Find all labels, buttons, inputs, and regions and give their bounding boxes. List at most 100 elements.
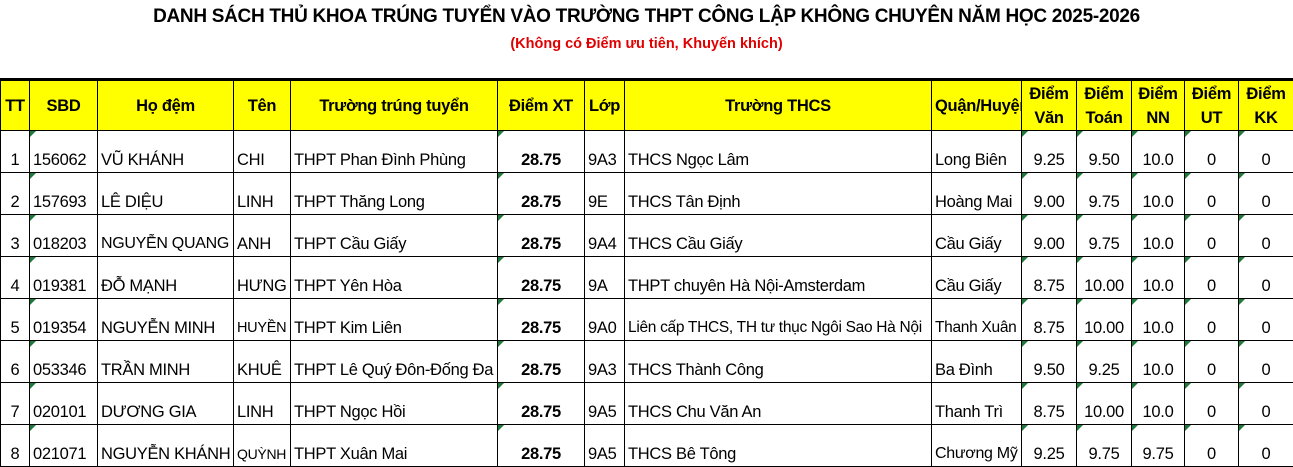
cell-sbd[interactable]: 018203 (30, 215, 98, 257)
cell-ten[interactable]: LINH (234, 173, 291, 215)
cell-diem-xt[interactable]: 28.75 (498, 341, 585, 383)
cell-truong-thcs[interactable]: THCS Tân Định (625, 173, 932, 215)
header-diem-toan[interactable]: Điểm Toán (1077, 81, 1132, 131)
cell-diem-xt[interactable]: 28.75 (498, 173, 585, 215)
cell-diem-nn[interactable]: 10.0 (1132, 215, 1185, 257)
cell-sbd[interactable]: 157693 (30, 173, 98, 215)
cell-lop[interactable]: 9A (585, 257, 625, 299)
cell-diem-van[interactable]: 9.25 (1022, 425, 1077, 467)
cell-diem-nn[interactable]: 10.0 (1132, 299, 1185, 341)
cell-tt[interactable]: 7 (1, 383, 30, 425)
cell-diem-ut[interactable]: 0 (1185, 257, 1239, 299)
cell-sbd[interactable]: 020101 (30, 383, 98, 425)
cell-lop[interactable]: 9E (585, 173, 625, 215)
header-diem-van[interactable]: Điểm Văn (1022, 81, 1077, 131)
cell-diem-kk[interactable]: 0 (1239, 131, 1293, 173)
cell-quan-huyen[interactable]: Cầu Giấy (932, 215, 1022, 257)
cell-diem-xt[interactable]: 28.75 (498, 257, 585, 299)
cell-ten[interactable]: KHUÊ (234, 341, 291, 383)
cell-diem-nn[interactable]: 10.0 (1132, 383, 1185, 425)
cell-diem-van[interactable]: 8.75 (1022, 257, 1077, 299)
cell-tt[interactable]: 5 (1, 299, 30, 341)
cell-ho-dem[interactable]: VŨ KHÁNH (98, 131, 234, 173)
cell-truong-thcs[interactable]: THCS Chu Văn An (625, 383, 932, 425)
cell-diem-nn[interactable]: 9.75 (1132, 425, 1185, 467)
cell-sbd[interactable]: 156062 (30, 131, 98, 173)
cell-diem-ut[interactable]: 0 (1185, 173, 1239, 215)
cell-truong-trung-tuyen[interactable]: THPT Thăng Long (291, 173, 498, 215)
cell-quan-huyen[interactable]: Cầu Giấy (932, 257, 1022, 299)
cell-truong-trung-tuyen[interactable]: THPT Lê Quý Đôn-Đống Đa (291, 341, 498, 383)
cell-tt[interactable]: 4 (1, 257, 30, 299)
cell-truong-thcs[interactable]: THCS Thành Công (625, 341, 932, 383)
cell-diem-ut[interactable]: 0 (1185, 299, 1239, 341)
cell-truong-trung-tuyen[interactable]: THPT Yên Hòa (291, 257, 498, 299)
header-tt[interactable]: TT (1, 81, 30, 131)
cell-truong-trung-tuyen[interactable]: THPT Ngọc Hồi (291, 383, 498, 425)
cell-lop[interactable]: 9A4 (585, 215, 625, 257)
header-diem-ut[interactable]: Điểm UT (1185, 81, 1239, 131)
cell-lop[interactable]: 9A5 (585, 425, 625, 467)
cell-ten[interactable]: HƯNG (234, 257, 291, 299)
header-ten[interactable]: Tên (234, 81, 291, 131)
cell-sbd[interactable]: 019354 (30, 299, 98, 341)
cell-diem-toan[interactable]: 10.00 (1077, 383, 1132, 425)
cell-ten[interactable]: CHI (234, 131, 291, 173)
cell-lop[interactable]: 9A3 (585, 341, 625, 383)
cell-lop[interactable]: 9A0 (585, 299, 625, 341)
cell-diem-nn[interactable]: 10.0 (1132, 257, 1185, 299)
cell-tt[interactable]: 6 (1, 341, 30, 383)
cell-truong-thcs[interactable]: THCS Cầu Giấy (625, 215, 932, 257)
cell-sbd[interactable]: 053346 (30, 341, 98, 383)
cell-diem-ut[interactable]: 0 (1185, 131, 1239, 173)
cell-ho-dem[interactable]: DƯƠNG GIA (98, 383, 234, 425)
header-truong-thcs[interactable]: Trường THCS (625, 81, 932, 131)
cell-ten[interactable]: QUỲNH (234, 425, 291, 467)
cell-ten[interactable]: ANH (234, 215, 291, 257)
cell-ten[interactable]: LINH (234, 383, 291, 425)
cell-sbd[interactable]: 019381 (30, 257, 98, 299)
cell-diem-ut[interactable]: 0 (1185, 215, 1239, 257)
cell-diem-nn[interactable]: 10.0 (1132, 173, 1185, 215)
cell-ho-dem[interactable]: NGUYỄN QUANG (98, 215, 234, 257)
header-diem-xt[interactable]: Điểm XT (498, 81, 585, 131)
cell-diem-ut[interactable]: 0 (1185, 341, 1239, 383)
cell-quan-huyen[interactable]: Long Biên (932, 131, 1022, 173)
cell-diem-xt[interactable]: 28.75 (498, 215, 585, 257)
cell-diem-toan[interactable]: 9.50 (1077, 131, 1132, 173)
cell-tt[interactable]: 1 (1, 131, 30, 173)
cell-ho-dem[interactable]: NGUYỄN MINH (98, 299, 234, 341)
cell-truong-trung-tuyen[interactable]: THPT Xuân Mai (291, 425, 498, 467)
cell-quan-huyen[interactable]: Thanh Trì (932, 383, 1022, 425)
cell-diem-van[interactable]: 9.00 (1022, 173, 1077, 215)
cell-truong-trung-tuyen[interactable]: THPT Cầu Giấy (291, 215, 498, 257)
cell-diem-toan[interactable]: 10.00 (1077, 257, 1132, 299)
cell-lop[interactable]: 9A5 (585, 383, 625, 425)
cell-ho-dem[interactable]: TRẦN MINH (98, 341, 234, 383)
cell-ho-dem[interactable]: NGUYỄN KHÁNH (98, 425, 234, 467)
cell-diem-van[interactable]: 9.50 (1022, 341, 1077, 383)
cell-diem-kk[interactable]: 0 (1239, 173, 1293, 215)
cell-diem-kk[interactable]: 0 (1239, 383, 1293, 425)
cell-tt[interactable]: 2 (1, 173, 30, 215)
cell-diem-xt[interactable]: 28.75 (498, 383, 585, 425)
header-diem-nn[interactable]: Điểm NN (1132, 81, 1185, 131)
cell-diem-kk[interactable]: 0 (1239, 215, 1293, 257)
cell-diem-van[interactable]: 9.25 (1022, 131, 1077, 173)
cell-diem-van[interactable]: 8.75 (1022, 299, 1077, 341)
header-lop[interactable]: Lớp (585, 81, 625, 131)
cell-quan-huyen[interactable]: Thanh Xuân (932, 299, 1022, 341)
header-diem-kk[interactable]: Điểm KK (1239, 81, 1293, 131)
cell-quan-huyen[interactable]: Ba Đình (932, 341, 1022, 383)
cell-diem-toan[interactable]: 10.00 (1077, 299, 1132, 341)
cell-diem-ut[interactable]: 0 (1185, 425, 1239, 467)
cell-diem-kk[interactable]: 0 (1239, 257, 1293, 299)
cell-truong-thcs[interactable]: THCS Ngọc Lâm (625, 131, 932, 173)
cell-diem-nn[interactable]: 10.0 (1132, 341, 1185, 383)
header-ho-dem[interactable]: Họ đệm (98, 81, 234, 131)
cell-diem-xt[interactable]: 28.75 (498, 299, 585, 341)
cell-truong-trung-tuyen[interactable]: THPT Phan Đình Phùng (291, 131, 498, 173)
cell-tt[interactable]: 3 (1, 215, 30, 257)
cell-diem-van[interactable]: 9.00 (1022, 215, 1077, 257)
header-quan-huyen[interactable]: Quận/Huyện (932, 81, 1022, 131)
